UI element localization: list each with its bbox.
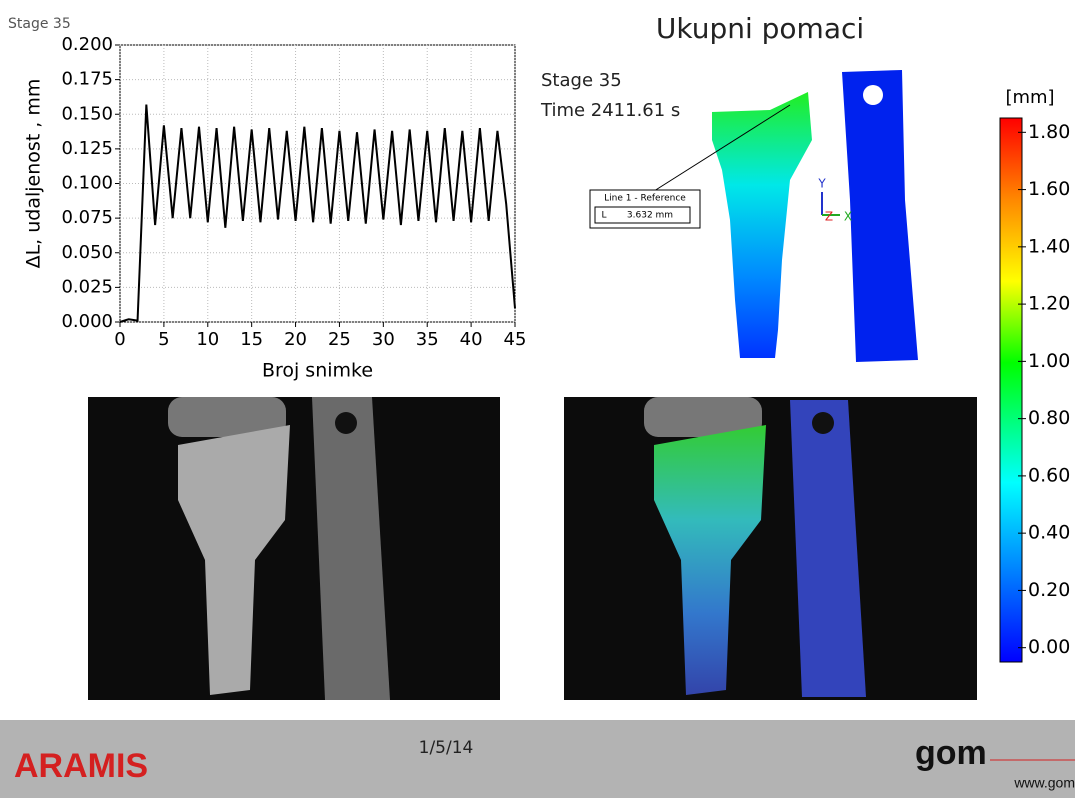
x-tick-label: 30 [372, 329, 395, 350]
colorbar-tick-label: 1.60 [1028, 178, 1070, 200]
photo-overlay [564, 397, 977, 700]
annotation-value: 3.632 mm [627, 211, 673, 221]
y-tick-label: 0.000 [61, 311, 113, 332]
colorbar-tick-label: 1.40 [1028, 235, 1070, 257]
x-tick-label: 10 [196, 329, 219, 350]
view-stage: Stage 35 [541, 70, 622, 91]
colorbar-tick-label: 1.00 [1028, 350, 1070, 372]
y-axis-label: ΔL, udaljenost , mm [23, 79, 45, 269]
y-tick-label: 0.150 [61, 103, 113, 124]
fixture [168, 397, 286, 437]
colorbar-tick-label: 1.80 [1028, 121, 1070, 143]
x-tick-label: 20 [284, 329, 307, 350]
x-tick-label: 35 [416, 329, 439, 350]
x-axis-label: Broj snimke [262, 360, 373, 382]
annotation-title: Line 1 - Reference [604, 194, 686, 204]
deformation-bone [712, 92, 812, 358]
axis-z-label: Z [825, 210, 833, 224]
colorbar [999, 117, 1023, 663]
view-title: Ukupni pomaci [656, 12, 864, 45]
x-tick-label: 5 [158, 329, 169, 350]
colorbar-tick-label: 0.80 [1028, 407, 1070, 429]
footer-url: www.gom [1013, 775, 1075, 791]
y-tick-label: 0.175 [61, 69, 113, 90]
y-tick-label: 0.025 [61, 276, 113, 297]
deformation-plate [842, 70, 918, 362]
y-tick-label: 0.125 [61, 138, 113, 159]
footer-brand: ARAMIS [14, 747, 148, 785]
hole [863, 85, 883, 105]
footer-logo: gom [915, 734, 987, 772]
colorbar-tick-label: 0.60 [1028, 464, 1070, 486]
fixture [644, 397, 762, 437]
colorbar-unit: [mm] [1005, 87, 1054, 108]
x-tick-label: 15 [240, 329, 263, 350]
leader-line [642, 104, 791, 199]
y-tick-label: 0.200 [61, 34, 113, 55]
bone-overlay [654, 425, 766, 695]
footer-date: 1/5/14 [419, 738, 474, 758]
annotation-symbol: L [601, 211, 606, 221]
y-tick-label: 0.050 [61, 242, 113, 263]
plate-photo [312, 397, 390, 700]
x-tick-label: 40 [460, 329, 483, 350]
view-time: Time 2411.61 s [540, 100, 680, 121]
photo-raw [88, 397, 500, 700]
data-line [119, 104, 516, 323]
x-tick-label: 0 [114, 329, 125, 350]
colorbar-tick-label: 0.20 [1028, 579, 1070, 601]
hole [335, 412, 357, 434]
y-tick-label: 0.075 [61, 207, 113, 228]
bone-photo [178, 425, 290, 695]
annotation-box [589, 189, 701, 229]
colorbar-tick-label: 0.40 [1028, 522, 1070, 544]
colorbar-tick-label: 1.20 [1028, 293, 1070, 315]
axis-x-label: X [844, 210, 852, 224]
stage-label: Stage 35 [8, 16, 71, 32]
footer [0, 720, 1075, 798]
axis-y-label: Y [817, 177, 826, 191]
annotation-cell [594, 206, 691, 224]
x-tick-label: 25 [328, 329, 351, 350]
y-tick-label: 0.100 [61, 173, 113, 194]
hole [812, 412, 834, 434]
colorbar-tick-label: 0.00 [1028, 636, 1070, 658]
plate-overlay [790, 400, 866, 697]
x-tick-label: 45 [504, 329, 527, 350]
